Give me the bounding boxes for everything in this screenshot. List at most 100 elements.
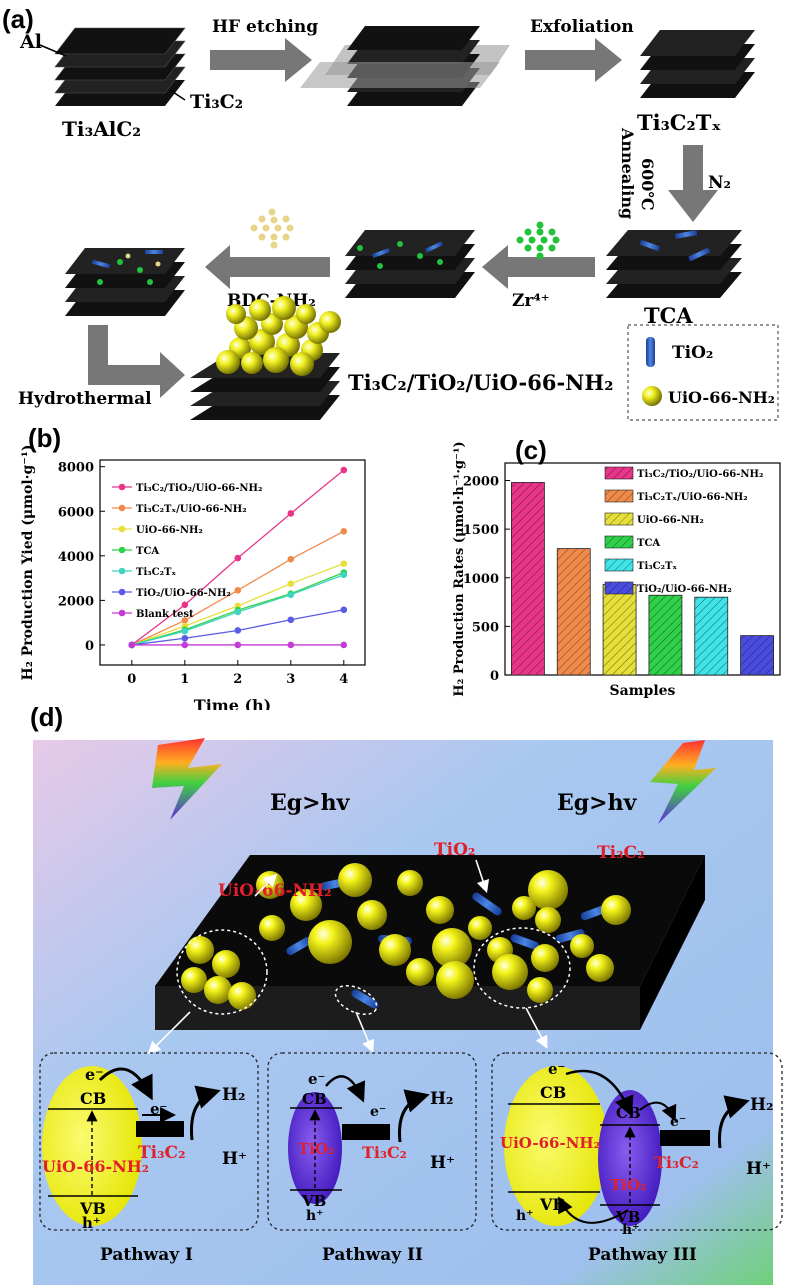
data-point	[181, 627, 189, 635]
pathway-1-label: Pathway I	[100, 1245, 193, 1265]
x-tick-label: 2	[233, 672, 242, 687]
ti3alc2-label: Ti₃AlC₂	[62, 117, 141, 141]
hf-arrow	[210, 38, 312, 82]
p1-ti3c2-label: Ti₃C₂	[138, 1143, 186, 1163]
legend-swatch	[604, 512, 634, 526]
legend-marker	[118, 588, 126, 596]
tca-label: TCA	[644, 303, 693, 328]
p2-electron-2: e⁻	[370, 1104, 386, 1120]
legend-marker	[118, 609, 126, 617]
bdc-arrow	[205, 245, 330, 289]
data-point	[340, 641, 348, 649]
y-tick-label: 0	[85, 639, 94, 654]
legend-swatch	[604, 535, 634, 549]
ti3c2-slab-label: Ti₃C₂	[597, 843, 645, 863]
pathway-2: e⁻ CB VB h⁺ TiO₂ e⁻ Ti₃C₂ H₂ H⁺ Pathway …	[267, 1052, 477, 1265]
legend-label: TCA	[136, 546, 159, 557]
legend-swatch	[604, 581, 634, 595]
tio2-slab-label: TiO₂	[434, 840, 475, 860]
plot-frame	[99, 459, 366, 666]
legend-marker	[118, 525, 126, 533]
data-point	[181, 617, 189, 624]
uio-slab-label: UiO-66-NH₂	[218, 881, 332, 901]
y-axis-label: H₂ Production Rates (μmol·h⁻¹·g⁻¹)	[452, 441, 467, 696]
product-stack	[190, 296, 341, 420]
exfoliation-label: Exfoliation	[530, 17, 634, 37]
p2-vb: VB	[301, 1192, 326, 1210]
legend-label: TiO₂/UiO-66-NH₂	[637, 584, 732, 595]
p3-h2: H₂	[750, 1095, 774, 1115]
tca-stack	[606, 230, 742, 298]
legend-marker	[118, 546, 126, 554]
panel-a-label: (a)	[2, 4, 34, 34]
legend-swatch	[604, 466, 634, 480]
eg-right-label: Eg>hv	[557, 790, 638, 816]
panel-d: (d)	[0, 700, 789, 1285]
legend-label: UiO-66-NH₂	[637, 515, 704, 526]
bar	[740, 635, 774, 676]
ti3c2-label: Ti₃C₂	[190, 91, 243, 113]
data-point	[234, 627, 242, 634]
data-point	[287, 580, 295, 587]
data-point	[128, 641, 136, 649]
legend-label: Ti₃C₂Tₓ	[637, 561, 677, 572]
al-label: Al	[19, 31, 42, 53]
highlight-circle-1	[176, 929, 268, 1015]
highlight-circle-3	[473, 927, 571, 1009]
data-point	[181, 641, 189, 649]
p3-tio2-label: TiO₂	[610, 1176, 647, 1194]
p2-tio2-label: TiO₂	[298, 1140, 335, 1158]
panel-a: (a) Al Ti₃C₂ Ti₃AlC₂	[0, 0, 789, 425]
annealing-arrow	[668, 145, 718, 222]
p2-cb: CB	[302, 1090, 327, 1108]
legend-label: Ti₃C₂/TiO₂/UiO-66-NH₂	[136, 483, 262, 494]
data-point	[287, 591, 295, 599]
line-chart: 0 1 2 3 4 0 2000 4000 6000 8000 Time (h) H₂ Product…	[20, 445, 366, 710]
legend-label: Ti₃C₂Tₓ/UiO-66-NH₂	[136, 504, 247, 515]
eg-left-label: Eg>hv	[270, 790, 351, 816]
zr-stack	[345, 230, 475, 298]
ti3c2tx-label: Ti₃C₂Tₓ	[637, 110, 721, 135]
x-axis-label: Samples	[610, 683, 676, 699]
p3-electron: e⁻	[548, 1060, 565, 1078]
y-tick-label: 2000	[463, 475, 499, 490]
p1-electron: e⁻	[85, 1065, 104, 1084]
y-tick-label: 2000	[58, 594, 94, 609]
x-tick-label: 4	[339, 672, 348, 687]
p1-hplus: H⁺	[222, 1149, 247, 1169]
bar-chart: 0 500 1000 1500 2000 Ti₃C₂/TiO₂/UiO-66-NH₂ Ti₃…	[452, 441, 781, 699]
legend-label: Ti₃C₂Tₓ	[136, 567, 176, 578]
p3-vb-tio2: VB	[615, 1208, 640, 1226]
plot-frame	[504, 462, 781, 676]
bar	[602, 584, 637, 676]
data-point	[340, 528, 348, 535]
highlight-circle-2	[334, 984, 378, 1016]
panel-c-label: (c)	[515, 435, 547, 465]
legend-label: UiO-66-NH₂	[136, 525, 203, 536]
p2-hole: h⁺	[306, 1208, 324, 1224]
legend-marker	[118, 483, 126, 491]
exfoliation-arrow	[525, 38, 622, 82]
data-point	[287, 510, 295, 517]
uio-legend-icon	[642, 386, 662, 406]
lightning-left-icon	[152, 738, 222, 820]
tio2-legend-icon	[646, 337, 655, 367]
x-axis-label: Time (h)	[194, 696, 271, 710]
legend-label: TCA	[637, 538, 660, 549]
mechanism-diagram: Eg>hv Eg>hv	[33, 738, 783, 1285]
ti3alc2-stack	[39, 27, 186, 106]
p1-h2: H₂	[222, 1085, 246, 1105]
data-point	[340, 571, 348, 579]
zr-dots	[516, 221, 560, 260]
legend-swatch	[604, 489, 634, 503]
uio-balls	[181, 863, 631, 1010]
lightning-right-icon	[650, 740, 716, 824]
data-point	[234, 587, 242, 594]
ti3c2tx-stack	[640, 30, 755, 98]
product-label: Ti₃C₂/TiO₂/UiO-66-NH₂	[348, 370, 613, 395]
panel-b: (b) 0 1 2 3 4 0 2000 4000 6000 8000 Time (h) H₂ Pro…	[0, 423, 395, 710]
x-tick-label: 1	[180, 672, 189, 687]
p2-electron: e⁻	[308, 1070, 325, 1088]
p3-electron-2: e⁻	[670, 1114, 686, 1130]
legend-marker	[118, 504, 126, 512]
